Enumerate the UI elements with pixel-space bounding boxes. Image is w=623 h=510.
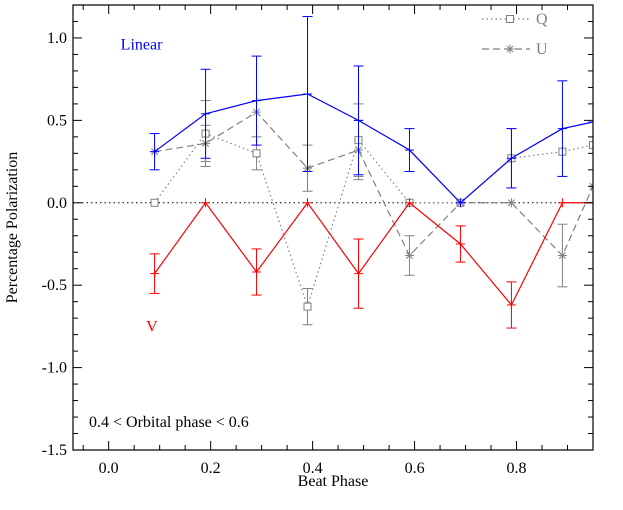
x-axis: 0.0 0.2 0.4 0.6 0.8 [82,5,569,477]
plot-area [73,16,593,329]
y-tick-label: 0.0 [47,195,67,212]
series-line-q [154,132,593,309]
y-axis: -1.5 -1.0 -0.5 0.0 0.5 1.0 [42,20,593,459]
y-tick-label: -0.5 [42,277,67,294]
asterisk-marker-d2 [558,251,566,260]
x-tick-label: 0.0 [99,460,119,477]
y-tick-label: -1.0 [42,360,67,377]
series-label-v: V [146,318,158,335]
asterisk-marker-d2 [405,251,414,260]
series-linear [149,16,593,208]
y-axis-label: Percentage Polarization [4,152,21,304]
asterisk-marker-d2 [507,199,515,207]
x-tick-label: 0.4 [303,460,323,477]
x-tick-label: 0.2 [201,460,221,477]
series-line-u [154,111,593,257]
square-marker [506,15,514,23]
square-marker [150,198,159,207]
legend-label-u: U [536,41,548,58]
x-tick-label: 0.6 [405,460,425,477]
square-marker [252,149,261,158]
x-tick-label: 0.8 [507,460,527,477]
series-label-linear: Linear [121,37,163,54]
series-v [149,198,593,329]
asterisk-marker-d1 [589,182,593,188]
y-tick-label: 0.5 [47,112,67,129]
series-line-v [154,201,593,307]
series-line-linear [154,93,593,204]
asterisk-marker-d2 [506,45,514,53]
square-marker [303,302,312,311]
y-tick-label: -1.5 [42,442,67,459]
plot-frame [72,4,594,451]
legend-label-q: Q [536,11,548,28]
y-tick-label: 1.0 [47,30,67,47]
square-marker [589,141,593,150]
orbital-phase-annotation: 0.4 < Orbital phase < 0.6 [89,414,249,431]
x-axis-label: Beat Phase [298,473,369,490]
legend: QU [482,11,548,58]
asterisk-marker-d2 [589,185,593,190]
